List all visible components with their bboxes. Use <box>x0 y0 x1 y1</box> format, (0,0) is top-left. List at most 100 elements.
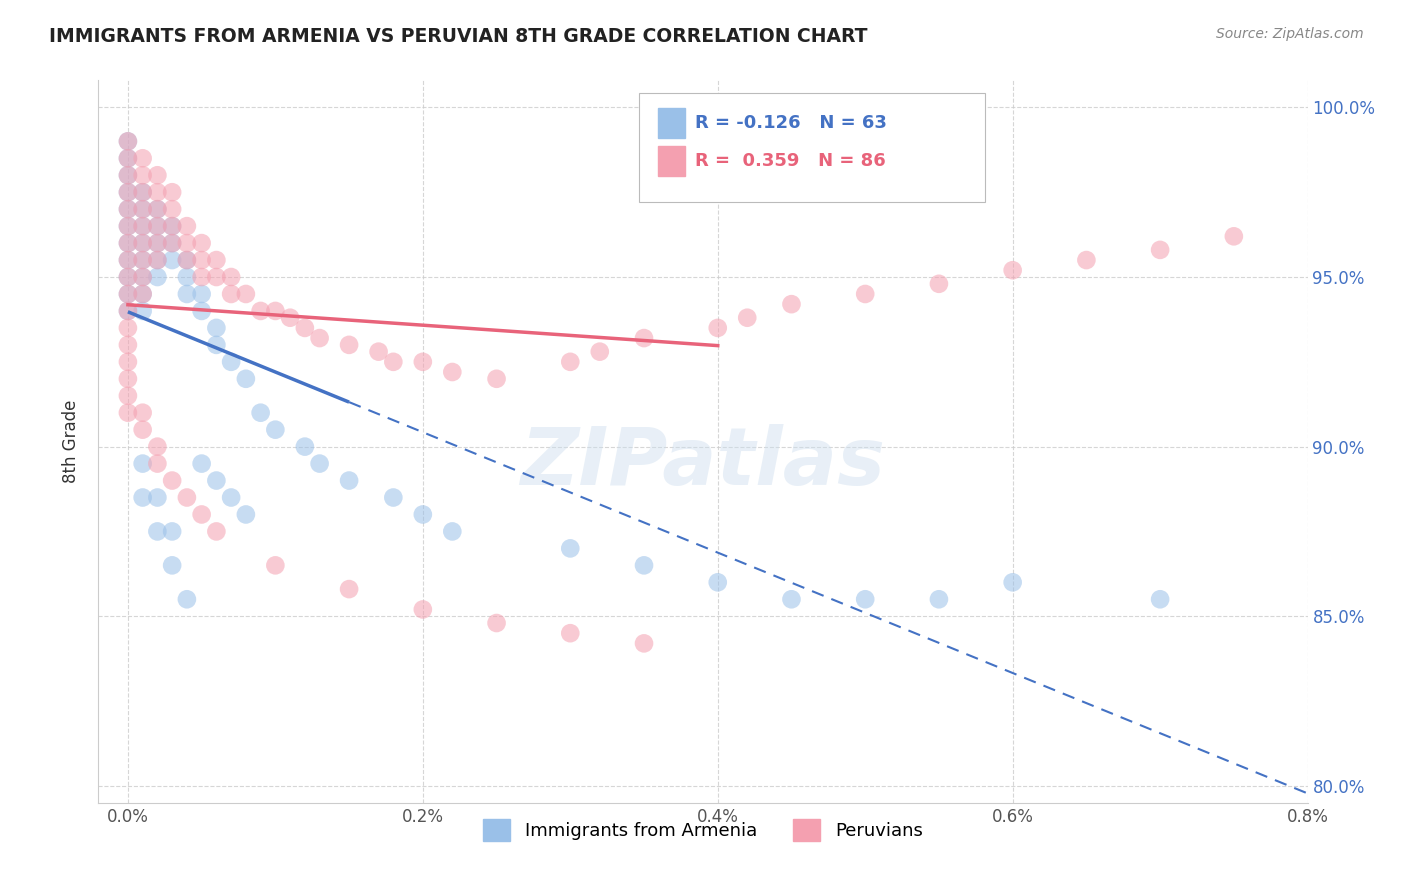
Point <box>1149 592 1171 607</box>
Point <box>117 134 139 148</box>
Point <box>441 365 464 379</box>
Point <box>117 236 139 251</box>
Point <box>131 253 153 268</box>
Point <box>337 582 360 596</box>
Point <box>160 202 183 217</box>
Text: R = -0.126   N = 63: R = -0.126 N = 63 <box>695 114 886 132</box>
Point <box>205 524 228 539</box>
Point <box>131 236 153 251</box>
Point <box>146 457 169 471</box>
Point <box>131 236 153 251</box>
Point <box>928 592 950 607</box>
Point <box>706 575 728 590</box>
Point <box>131 304 153 318</box>
Point <box>131 151 153 165</box>
Point <box>160 219 183 234</box>
Point <box>190 457 212 471</box>
Point <box>160 253 183 268</box>
Point <box>131 457 153 471</box>
Point <box>117 151 139 165</box>
Point <box>117 270 139 285</box>
Point <box>853 592 876 607</box>
Point <box>146 219 169 234</box>
Point <box>176 287 198 301</box>
Point <box>146 202 169 217</box>
Point <box>117 185 139 199</box>
Point <box>560 355 582 369</box>
Point <box>117 406 139 420</box>
Point <box>131 270 153 285</box>
Text: R =  0.359   N = 86: R = 0.359 N = 86 <box>695 153 886 170</box>
Point <box>337 474 360 488</box>
Point <box>1001 575 1024 590</box>
Point <box>633 636 655 650</box>
Point <box>633 331 655 345</box>
Bar <box>658 108 685 138</box>
Point <box>131 491 153 505</box>
Point <box>117 253 139 268</box>
Point <box>190 253 212 268</box>
Point <box>205 338 228 352</box>
Point <box>382 491 405 505</box>
Point <box>176 219 198 234</box>
Point <box>146 185 169 199</box>
Point <box>131 287 153 301</box>
Point <box>205 270 228 285</box>
Point <box>160 474 183 488</box>
Point <box>117 372 139 386</box>
Point <box>160 185 183 199</box>
Point <box>190 508 212 522</box>
Point <box>485 372 508 386</box>
Point <box>294 440 316 454</box>
Point <box>219 287 242 301</box>
Point <box>264 558 287 573</box>
Point <box>131 219 153 234</box>
Point <box>278 310 301 325</box>
Point <box>117 134 139 148</box>
Point <box>160 524 183 539</box>
Point <box>780 297 803 311</box>
Point <box>190 270 212 285</box>
Point <box>337 338 360 352</box>
Point <box>131 423 153 437</box>
Point <box>146 270 169 285</box>
Point <box>117 236 139 251</box>
Point <box>190 304 212 318</box>
Point <box>117 151 139 165</box>
Point <box>264 423 287 437</box>
Point <box>560 626 582 640</box>
Point <box>1223 229 1246 244</box>
Point <box>1076 253 1098 268</box>
Point <box>131 253 153 268</box>
Point <box>219 355 242 369</box>
Point <box>117 219 139 234</box>
Point <box>131 287 153 301</box>
Bar <box>658 146 685 177</box>
Point <box>117 287 139 301</box>
Point <box>205 321 228 335</box>
Point <box>294 321 316 335</box>
Point <box>853 287 876 301</box>
Point <box>146 219 169 234</box>
Point <box>146 202 169 217</box>
Point <box>146 236 169 251</box>
Point <box>117 270 139 285</box>
Point <box>117 321 139 335</box>
Point <box>131 202 153 217</box>
Text: Source: ZipAtlas.com: Source: ZipAtlas.com <box>1216 27 1364 41</box>
Point <box>560 541 582 556</box>
Point <box>146 524 169 539</box>
Point <box>441 524 464 539</box>
Point <box>176 592 198 607</box>
Point <box>928 277 950 291</box>
Point <box>706 321 728 335</box>
Point <box>589 344 612 359</box>
Point <box>146 236 169 251</box>
Point <box>176 491 198 505</box>
Point <box>117 202 139 217</box>
Point <box>146 168 169 182</box>
Point <box>308 457 330 471</box>
Point <box>190 287 212 301</box>
Point <box>219 491 242 505</box>
Point <box>117 253 139 268</box>
